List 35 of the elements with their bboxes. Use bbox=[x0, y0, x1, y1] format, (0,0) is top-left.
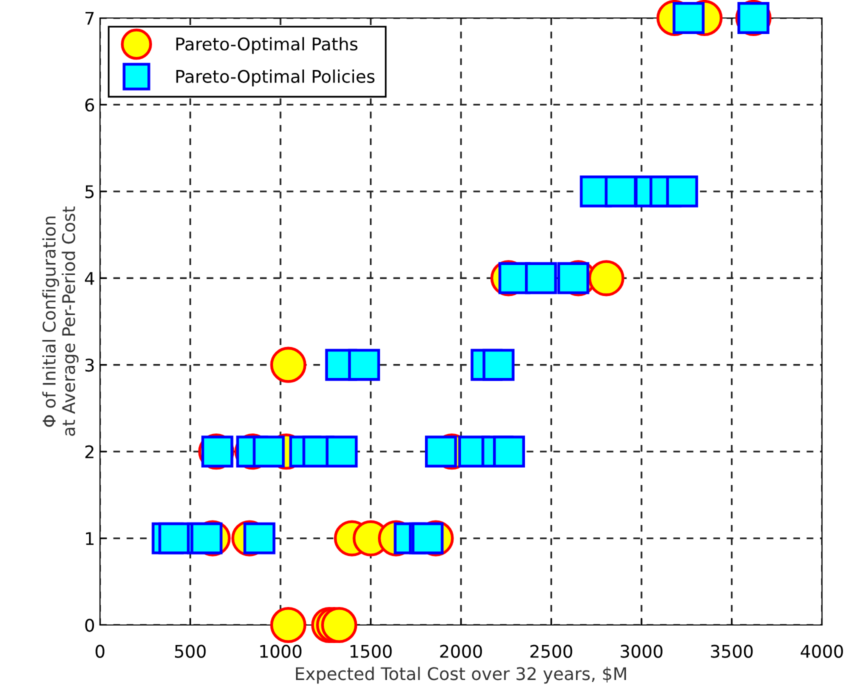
point bbox=[270, 606, 306, 644]
point bbox=[524, 262, 557, 294]
point bbox=[348, 348, 380, 381]
y-axis-title: Φ of Initial Configuration at Average Per-Period Cost bbox=[42, 206, 79, 436]
x-tick-label: 2500 bbox=[530, 644, 572, 658]
point bbox=[604, 175, 637, 208]
point bbox=[270, 346, 306, 383]
y-tick-label: 1 bbox=[86, 532, 94, 545]
x-tick-label: 3500 bbox=[710, 644, 753, 658]
point bbox=[243, 522, 276, 554]
x-tick-label: 500 bbox=[175, 644, 206, 658]
x-tick-label: 4000 bbox=[800, 644, 843, 658]
y-tick-label: 6 bbox=[85, 98, 94, 112]
y-tick-label: 2 bbox=[85, 445, 94, 458]
x-axis-title: Expected Total Cost over 32 years, $M bbox=[296, 666, 626, 684]
point bbox=[321, 606, 358, 644]
x-tick-label: 2000 bbox=[440, 644, 482, 658]
x-tick-label: 0 bbox=[96, 644, 104, 658]
x-tick-label: 1000 bbox=[260, 644, 302, 658]
y-tick-label: 0 bbox=[85, 618, 94, 632]
point bbox=[588, 260, 624, 296]
point bbox=[666, 175, 698, 208]
legend-label: Pareto-Optimal Policies bbox=[176, 70, 374, 86]
y-tick-label: 3 bbox=[85, 358, 94, 372]
point bbox=[326, 436, 358, 468]
y-tick-label: 7 bbox=[86, 12, 94, 25]
point bbox=[482, 348, 515, 381]
x-tick-label: 1500 bbox=[350, 644, 392, 658]
point bbox=[493, 436, 525, 468]
point bbox=[252, 436, 285, 468]
y-tick-label: 4 bbox=[84, 272, 94, 285]
x-tick-label: 3000 bbox=[620, 644, 662, 658]
legend-label: Pareto-Optimal Paths bbox=[176, 37, 358, 54]
point bbox=[672, 2, 705, 34]
y-tick-label: 5 bbox=[85, 185, 94, 198]
